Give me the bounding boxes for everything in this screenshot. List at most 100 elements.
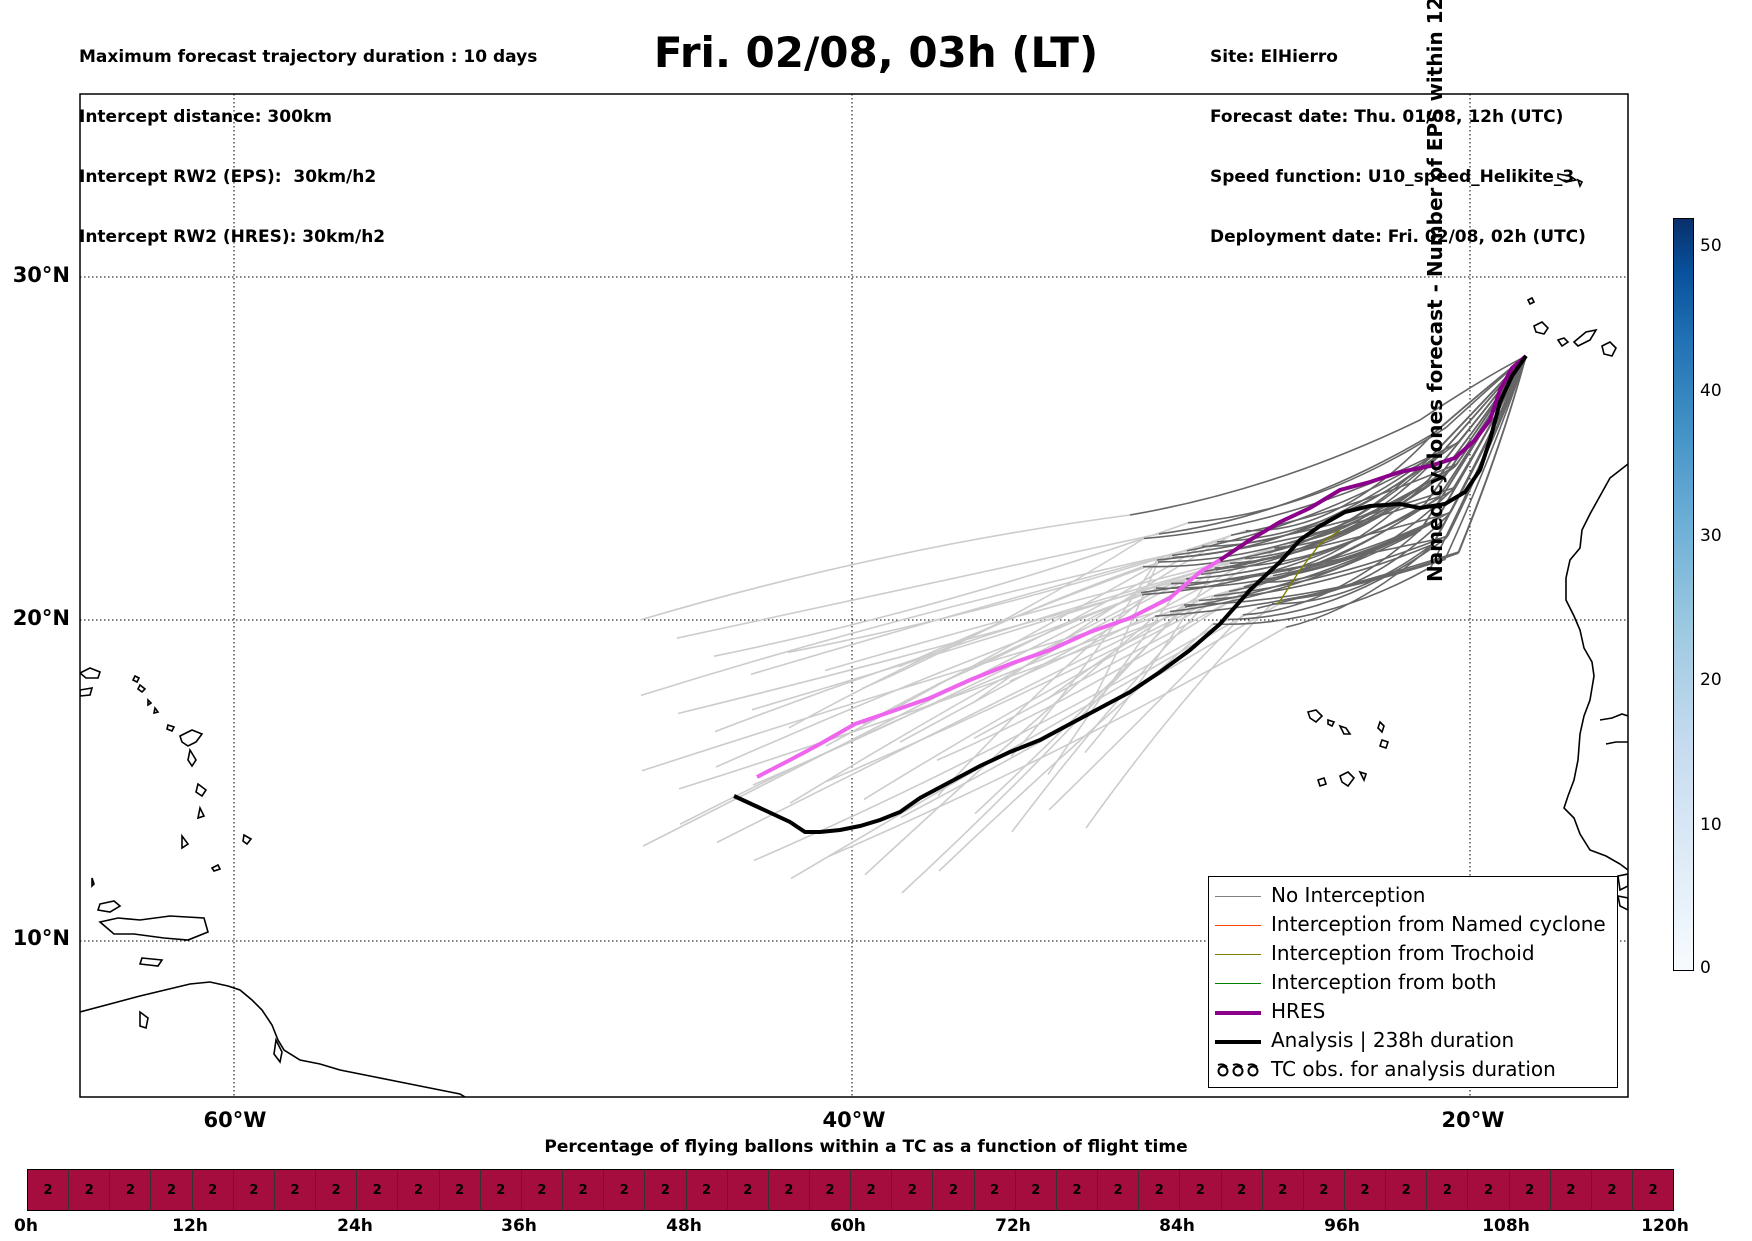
colorbar-tick-40: 40 bbox=[1700, 381, 1722, 401]
strip-cell: 2 bbox=[892, 1170, 934, 1210]
eps-trajectory bbox=[639, 514, 1131, 621]
site-text: Site: ElHierro bbox=[1210, 47, 1338, 67]
strip-cell: 2 bbox=[69, 1170, 111, 1210]
coastlines bbox=[80, 173, 1628, 1097]
legend-item-no-interception: No Interception bbox=[1209, 883, 1617, 909]
lat-label-20n: 20°N bbox=[12, 606, 70, 630]
eps-trajectory bbox=[864, 615, 1156, 876]
strip-cell: 2 bbox=[316, 1170, 358, 1210]
eps-trajectory bbox=[1187, 355, 1527, 524]
intercept-hres-text: Intercept RW2 (HRES): 30km/h2 bbox=[79, 227, 386, 247]
trochoid-trajectory bbox=[1277, 529, 1341, 605]
strip-tick: 0h bbox=[14, 1216, 38, 1236]
strip-cell: 2 bbox=[851, 1170, 893, 1210]
map-legend: No Interception Interception from Named … bbox=[1208, 876, 1618, 1088]
legend-item-trochoid: Interception from Trochoid bbox=[1209, 941, 1617, 967]
strip-cell: 2 bbox=[1180, 1170, 1222, 1210]
strip-cell: 2 bbox=[1016, 1170, 1057, 1210]
lat-label-10n: 10°N bbox=[12, 926, 70, 950]
strip-cell: 2 bbox=[28, 1170, 70, 1210]
eps-trajectory bbox=[641, 586, 1245, 772]
eps-trajectory bbox=[1245, 355, 1527, 532]
eps-trajectory bbox=[825, 554, 1173, 747]
legend-item-both: Interception from both bbox=[1209, 970, 1617, 996]
eps-trajectory bbox=[642, 591, 1142, 847]
strip-title: Percentage of flying ballons within a TC… bbox=[544, 1137, 1188, 1157]
colorbar bbox=[1673, 218, 1694, 971]
eps-trajectory bbox=[827, 626, 1287, 858]
legend-item-analysis: Analysis | 238h duration bbox=[1209, 1028, 1617, 1054]
eps-trajectory bbox=[1129, 355, 1527, 516]
eps-trajectory bbox=[826, 590, 1230, 783]
strip-cell: 2 bbox=[687, 1170, 728, 1210]
strip-cell: 2 bbox=[1592, 1170, 1634, 1210]
map-gridlines bbox=[80, 94, 1628, 1097]
strip-cell: 2 bbox=[1139, 1170, 1181, 1210]
strip-tick: 72h bbox=[995, 1216, 1031, 1236]
eps-trajectory bbox=[1010, 559, 1158, 757]
eps-trajectory bbox=[1212, 355, 1527, 626]
strip-cell: 2 bbox=[1551, 1170, 1592, 1210]
strip-cell: 2 bbox=[728, 1170, 769, 1210]
strip-cell: 2 bbox=[1057, 1170, 1099, 1210]
strip-cell: 2 bbox=[645, 1170, 687, 1210]
eps-trajectory bbox=[1183, 355, 1527, 606]
strip-cell: 2 bbox=[975, 1170, 1016, 1210]
legend-swatch bbox=[1215, 954, 1261, 955]
eps-trajectory bbox=[1011, 595, 1215, 833]
strip-cell: 2 bbox=[440, 1170, 481, 1210]
header-left-info: Maximum forecast trajectory duration : 1… bbox=[79, 7, 537, 267]
strip-tick: 48h bbox=[666, 1216, 702, 1236]
strip-cell: 2 bbox=[810, 1170, 852, 1210]
eps-trajectory bbox=[938, 623, 1214, 872]
eps-trajectory bbox=[679, 610, 1171, 825]
strip-cell: 2 bbox=[193, 1170, 234, 1210]
map-frame bbox=[79, 93, 1629, 1098]
eps-trajectory bbox=[1214, 355, 1527, 569]
strip-cell: 2 bbox=[1304, 1170, 1345, 1210]
legend-swatch bbox=[1215, 925, 1261, 926]
legend-swatch bbox=[1215, 983, 1261, 984]
lat-label-30n: 30°N bbox=[12, 263, 70, 287]
eps-trajectory bbox=[640, 550, 1188, 697]
strip-cell: 2 bbox=[1345, 1170, 1387, 1210]
eps-trajectory bbox=[789, 571, 1201, 804]
strip-tick: 120h bbox=[1641, 1216, 1689, 1236]
speed-function-text: Speed function: U10_speed_Helikite_3 bbox=[1210, 167, 1575, 187]
strip-tick: 84h bbox=[1159, 1216, 1195, 1236]
colorbar-tick-20: 20 bbox=[1700, 670, 1722, 690]
strip-tick: 24h bbox=[337, 1216, 373, 1236]
eps-trajectory bbox=[1048, 614, 1244, 811]
strip-tick: 60h bbox=[830, 1216, 866, 1236]
strip-cell: 2 bbox=[1098, 1170, 1140, 1210]
hres-trajectory-late bbox=[756, 558, 1222, 779]
max-duration-text: Maximum forecast trajectory duration : 1… bbox=[79, 47, 538, 67]
strip-cell: 2 bbox=[1386, 1170, 1428, 1210]
eps-trajectory bbox=[788, 565, 1144, 729]
colorbar-tick-50: 50 bbox=[1700, 236, 1722, 256]
strip-tick: 108h bbox=[1482, 1216, 1530, 1236]
eps-trajectory bbox=[1154, 355, 1527, 617]
colorbar-tick-10: 10 bbox=[1700, 815, 1722, 835]
legend-swatch bbox=[1215, 1040, 1261, 1044]
eps-trajectory bbox=[1285, 355, 1527, 629]
page-title: Fri. 02/08, 03h (LT) bbox=[653, 28, 1099, 77]
strip-cell: 2 bbox=[1648, 1182, 1658, 1198]
strip-cell: 2 bbox=[275, 1170, 317, 1210]
strip-tick: 12h bbox=[172, 1216, 208, 1236]
strip-cell: 2 bbox=[522, 1170, 564, 1210]
legend-item-tc-obs: TC obs. for analysis duration bbox=[1209, 1057, 1617, 1083]
strip-cell: 2 bbox=[1468, 1170, 1510, 1210]
eps-trajectory bbox=[899, 562, 1231, 743]
eps-trajectory bbox=[750, 540, 1218, 676]
eps-trajectory bbox=[861, 537, 1145, 690]
strip-cell: 2 bbox=[769, 1170, 810, 1210]
eps-trajectory bbox=[713, 522, 1189, 657]
eps-trajectory bbox=[715, 593, 1143, 768]
strip-cell: 2 bbox=[563, 1170, 605, 1210]
eps-trajectory bbox=[790, 607, 1258, 880]
legend-swatch bbox=[1215, 1011, 1261, 1015]
eps-trajectory bbox=[1085, 603, 1273, 829]
eps-late-trajectories bbox=[639, 514, 1290, 894]
